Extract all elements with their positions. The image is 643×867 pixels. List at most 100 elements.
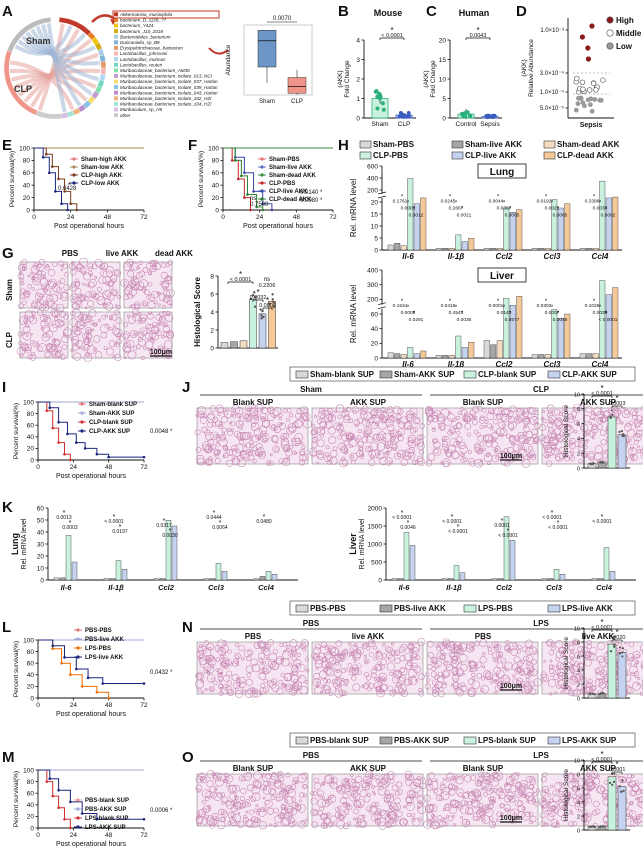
surv-ytick-label: 60 [23, 170, 31, 177]
gene-label: Il-1β [448, 252, 465, 261]
h-pvalue: 0.0192 [537, 199, 552, 205]
h-bar [558, 318, 564, 358]
hist-ytick-label: 2 [577, 682, 580, 688]
h-bar [408, 347, 414, 358]
survival-marker [143, 456, 146, 459]
legend-taxon: Muribaculaceae_bacterium_Isolate_104_HZI [120, 102, 212, 107]
g-row-label: Sham [5, 279, 14, 301]
surv-ytick-label: 20 [27, 814, 35, 821]
hist-point [613, 646, 615, 648]
hist-ylabel: Histological Score [563, 405, 570, 457]
legend-taxon: Muribaculaceae_bacterium_AM35 [120, 68, 190, 73]
h-pvalue: 0.0245 [441, 199, 456, 205]
h-ytick-label: 20 [371, 341, 379, 348]
surv-ytick-label: 40 [27, 672, 35, 679]
h-pvalue: 0.1761 [393, 199, 408, 205]
g-histology [121, 259, 175, 310]
surv-xtick-label: 72 [140, 702, 148, 709]
panel-letter: N [182, 619, 193, 636]
chord-diagram [4, 17, 106, 119]
hist-sig1-pvalue: < 0.0001 [591, 757, 613, 763]
surv-ytick-label: 40 [27, 802, 35, 809]
legend-marker [80, 420, 83, 423]
surv-ytick-label: 20 [23, 195, 31, 202]
k-bar [210, 579, 215, 580]
survival-marker [249, 209, 252, 212]
inset-category: CLP [291, 99, 303, 105]
h-bar [593, 354, 599, 358]
hist-point [599, 826, 601, 828]
category-label: Sepsis [480, 121, 500, 128]
legend-label: CLP-PBS [269, 181, 295, 187]
h-bar [491, 248, 497, 250]
hist-point [619, 646, 621, 648]
hist-ytick-label: 10 [574, 392, 580, 398]
legend-marker [260, 173, 263, 176]
data-point [375, 89, 379, 93]
legend-swatch [548, 605, 560, 612]
surv-ylabel: Percent survival(%) [13, 403, 20, 459]
surv-ytick-label: 80 [27, 411, 35, 418]
bar-ytick-label: 0 [442, 115, 446, 122]
k-ylabel: Rel. mRNA level [21, 518, 28, 569]
point-low [574, 108, 579, 113]
d-category: Sepsis [580, 122, 603, 129]
k-bar [460, 573, 465, 580]
legend-label: Sham-high AKK [81, 157, 127, 163]
surv-ytick-label: 60 [27, 661, 35, 668]
legend-label: Sham-live AKK [269, 165, 312, 171]
surv-xlabel: Post operational hours [243, 223, 314, 230]
surv-ytick-label: 60 [212, 170, 220, 177]
data-point [484, 114, 488, 118]
hist-bar [618, 653, 626, 699]
legend-marker [80, 402, 83, 405]
surv-xtick-label: 72 [140, 464, 148, 471]
point-middle [587, 88, 592, 93]
k-pvalue: < 0.0001 [498, 533, 518, 539]
hist-ytick-label: 6 [577, 654, 580, 660]
point-low [592, 97, 597, 102]
surv-xlabel: Post operational hours [54, 223, 125, 230]
legend-label: CLP-AKK SUP [89, 429, 130, 435]
bar-ytick-label: 10 [439, 76, 447, 83]
hist-point [613, 781, 615, 783]
legend-label: LPS-PBS [478, 604, 513, 613]
hist-bar [608, 417, 616, 468]
k-pvalue: 0.0030 [162, 533, 178, 539]
legend-swatch [464, 371, 476, 378]
organ-label: Lung [490, 167, 514, 178]
scale-bar-label: 100μm [500, 453, 522, 460]
survival-marker [51, 647, 54, 650]
legend-taxon: Lactobacillus_reuteri [120, 62, 163, 67]
survival-marker [143, 682, 146, 685]
g-col-label: dead AKK [155, 249, 193, 258]
g-ytick-label: 0 [210, 345, 214, 352]
legend-label: Low [616, 42, 633, 51]
surv-xtick-label: 24 [67, 214, 75, 221]
legend-marker [260, 197, 263, 200]
hist-ytick-label: 4 [577, 800, 580, 806]
gene-label: Ccl3 [544, 252, 561, 261]
d-ytick-label: 1.0×10⁻³ [540, 28, 564, 34]
k-ytick-label: 40 [37, 529, 45, 536]
h-ylabel: Rel. mRNA level [349, 285, 358, 343]
hist-point [611, 409, 613, 411]
ylabel: Fold Change [344, 60, 351, 98]
h-pvalue: 0.0021 [457, 213, 472, 219]
legend-marker [607, 17, 613, 23]
k-bar [442, 579, 447, 580]
hist-bar [618, 435, 626, 468]
k-bar [592, 579, 597, 580]
survival-marker [60, 203, 63, 206]
sig-pvalue: 0.0043 [470, 33, 487, 39]
h-ytick-label: 60 [371, 311, 379, 318]
h-bar [532, 248, 538, 250]
legend-marker [260, 157, 263, 160]
gene-label: Ccl3 [208, 583, 225, 592]
k-bar [610, 571, 615, 580]
h-legend-swatch [452, 152, 463, 159]
legend-label: PBS-blank SUP [310, 736, 369, 745]
legend-label: CLP-AKK SUP [562, 370, 617, 379]
hist-point [592, 462, 594, 464]
k-bar [448, 579, 453, 580]
